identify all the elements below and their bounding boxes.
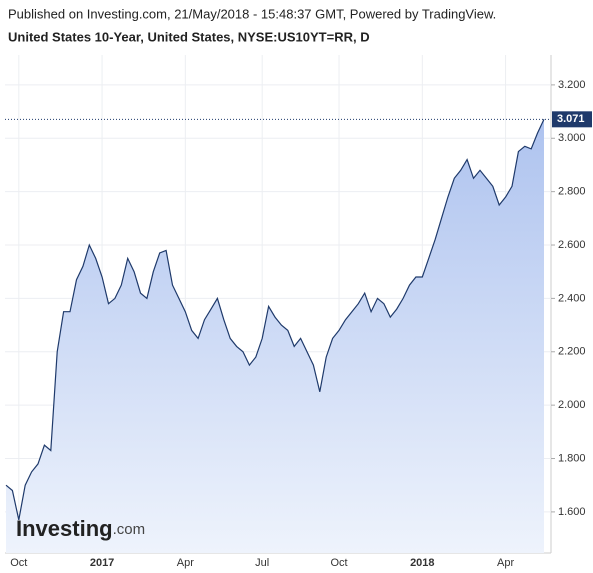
y-tick-label: 2.200 [558, 346, 586, 358]
line [5, 119, 545, 521]
x-tick-label: Apr [177, 557, 194, 569]
logo-main: Investing [16, 516, 113, 541]
y-tick-label: 2.000 [558, 399, 586, 411]
logo: Investing.com [16, 516, 145, 541]
y-tick-label: 2.600 [558, 239, 586, 251]
logo-suffix: .com [113, 521, 146, 538]
y-tick-label: 3.200 [558, 79, 586, 91]
x-tick-label: Oct [10, 557, 27, 569]
y-tick-label: 3.000 [558, 132, 586, 144]
x-tick-label: Oct [330, 557, 347, 569]
x-tick-label: 2017 [90, 557, 114, 569]
x-tick-label: 2018 [410, 557, 434, 569]
subtitle: Published on Investing.com, 21/May/2018 … [8, 6, 496, 21]
y-tick-label: 1.600 [558, 506, 586, 518]
y-tick-label: 1.800 [558, 452, 586, 464]
y-tick-label: 2.800 [558, 186, 586, 198]
chart-title: United States 10-Year, United States, NY… [8, 29, 370, 44]
area [6, 119, 544, 554]
last-value-box [552, 111, 592, 128]
x-tick-label: Jul [255, 557, 269, 569]
x-tick-label: Apr [497, 557, 514, 569]
last-value-label: 3.071 [557, 113, 585, 125]
y-tick-label: 2.400 [558, 292, 586, 304]
